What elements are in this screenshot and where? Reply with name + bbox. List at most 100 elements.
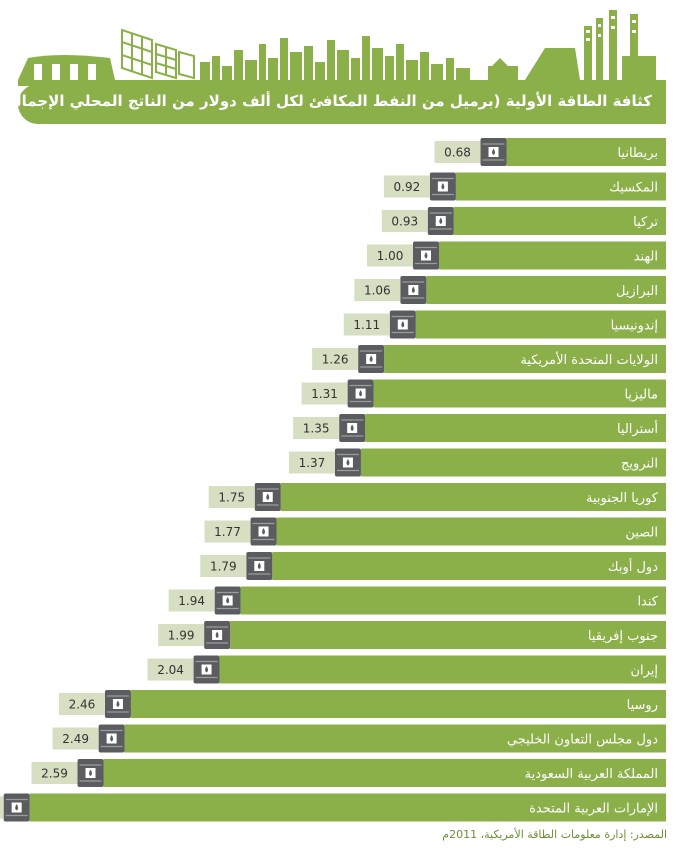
value-label: 2.04: [157, 663, 184, 677]
category-label: كندا: [637, 595, 658, 610]
value-label-box: [381, 210, 428, 232]
oil-drop-icon: [257, 562, 261, 569]
value-label-box: [31, 762, 78, 784]
solar-panel-icon: [121, 28, 195, 80]
oil-drop-icon: [369, 355, 373, 362]
oil-drop-icon: [226, 597, 230, 604]
oil-drop-icon: [89, 769, 93, 776]
category-label: دول أوبك: [608, 558, 658, 575]
category-label: جنوب إفريقيا: [588, 629, 658, 644]
bar: [453, 207, 666, 235]
oil-drop-icon: [116, 700, 120, 707]
oil-drop-icon: [262, 528, 266, 535]
oil-drop-icon: [401, 321, 405, 328]
bar: [426, 276, 666, 304]
oil-drop-icon: [424, 252, 428, 259]
bar: [455, 172, 666, 201]
bar: [506, 138, 666, 166]
value-label: 1.99: [168, 629, 195, 643]
category-label: الإمارات العربية المتحدة: [529, 802, 658, 817]
value-label: 2.46: [69, 698, 96, 712]
value-label: 2.49: [62, 732, 89, 746]
oil-drop-icon: [492, 148, 496, 155]
category-label: الصين: [625, 526, 658, 541]
category-label: أستراليا: [617, 420, 658, 437]
value-label-box: [208, 486, 255, 508]
bar: [365, 414, 666, 442]
value-label: 1.75: [218, 491, 245, 505]
city-skyline-icon: [200, 36, 470, 80]
value-label: 1.79: [210, 560, 237, 574]
value-label: 2.59: [41, 767, 68, 781]
category-label: إيران: [630, 664, 658, 679]
bar: [415, 310, 666, 339]
dam-icon: [18, 55, 115, 80]
bar: [240, 586, 666, 615]
value-label: 1.06: [364, 284, 391, 298]
oil-drop-icon: [266, 493, 270, 500]
category-label: البرازيل: [616, 284, 658, 299]
value-label-box: [434, 141, 481, 163]
bar: [29, 793, 667, 822]
category-label: النرويج: [621, 457, 658, 472]
bar: [130, 690, 666, 718]
category-label: دول مجلس التعاون الخليجي: [507, 733, 658, 748]
value-label-box: [58, 693, 105, 715]
value-label-box: [147, 658, 194, 681]
title-bar: كثافة الطاقة الأولية (برميل من النفط الم…: [0, 84, 666, 124]
category-label: بريطانيا: [617, 146, 658, 161]
category-label: إندونيسيا: [611, 319, 658, 334]
oil-drop-icon: [205, 666, 209, 673]
oil-drop-icon: [215, 631, 219, 638]
bar: [373, 379, 666, 408]
value-label: 1.00: [377, 249, 404, 263]
value-label: 1.37: [299, 456, 326, 470]
oil-drop-icon: [359, 390, 363, 397]
value-label-box: [312, 348, 359, 370]
value-label-box: [288, 451, 335, 474]
value-label: 1.94: [178, 594, 205, 608]
category-label: المملكة العربية السعودية: [525, 767, 658, 782]
value-label-box: [367, 244, 413, 267]
oil-drop-icon: [441, 183, 445, 190]
bar: [439, 241, 666, 270]
value-label: 0.68: [444, 146, 471, 160]
category-label: ماليزيا: [624, 388, 658, 403]
bar: [360, 448, 666, 477]
value-label: 1.11: [353, 318, 380, 332]
source-note: المصدر: إدارة معلومات الطاقة الأمريكية، …: [442, 828, 667, 841]
bar: [103, 759, 666, 787]
value-label-box: [168, 589, 215, 612]
value-label: 1.77: [214, 525, 241, 539]
value-label: 1.26: [322, 353, 349, 367]
bar: [272, 552, 666, 580]
category-label: تركيا: [633, 215, 658, 230]
value-label-box: [158, 624, 205, 646]
value-label: 0.92: [394, 180, 421, 194]
value-label-box: [354, 279, 401, 301]
bar: [384, 345, 666, 373]
value-label-box: [0, 796, 4, 819]
value-label: 0.93: [391, 215, 418, 229]
oil-drop-icon: [346, 459, 350, 466]
bar: [219, 655, 666, 684]
bar: [280, 483, 666, 511]
bar-chart: 0.68 بريطانيا 0.92 المكسيك 0.93 تركيا 1.00 الهن…: [0, 138, 667, 822]
bar: [124, 724, 667, 753]
refinery-icon: [488, 10, 656, 80]
header-skyline-illustration: [18, 10, 666, 86]
oil-drop-icon: [350, 424, 354, 431]
value-label: 1.35: [303, 422, 330, 436]
bar: [276, 517, 666, 546]
category-label: كوريا الجنوبية: [586, 491, 659, 506]
chart-title: كثافة الطاقة الأولية (برميل من النفط الم…: [0, 92, 652, 110]
value-label: 1.31: [311, 387, 338, 401]
value-label-box: [204, 520, 251, 543]
category-label: روسيا: [627, 698, 658, 713]
oil-drop-icon: [15, 804, 19, 811]
oil-drop-icon: [110, 735, 114, 742]
value-label-box: [293, 417, 340, 439]
category-label: المكسيك: [609, 181, 658, 196]
value-label-box: [200, 555, 247, 577]
value-label-box: [301, 382, 348, 405]
